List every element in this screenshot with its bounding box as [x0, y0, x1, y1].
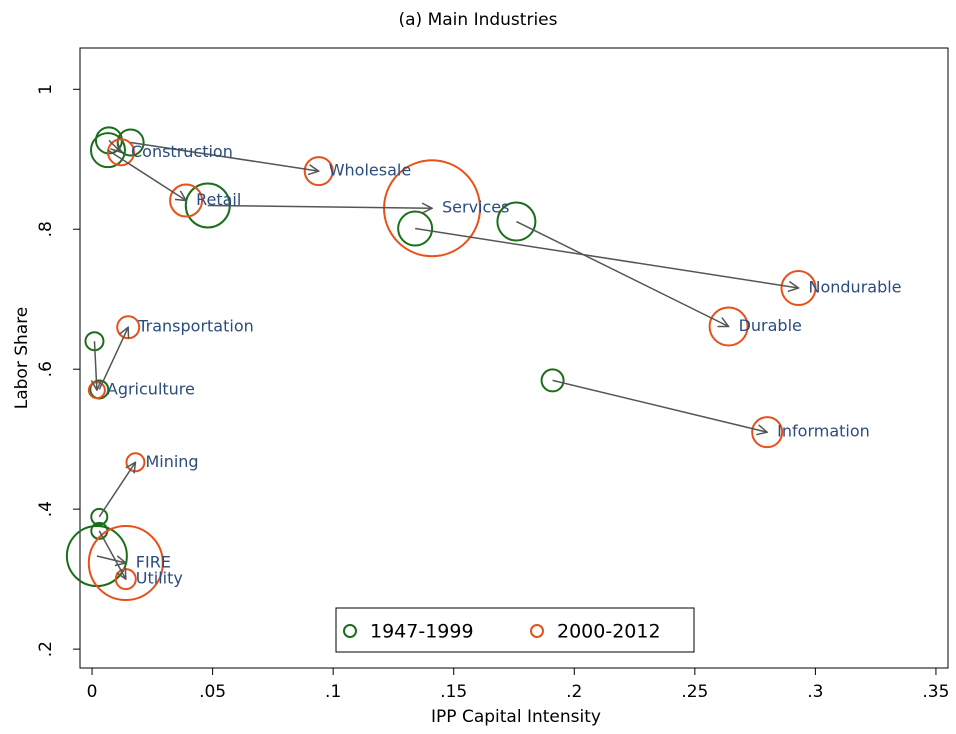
- arrow: [96, 556, 126, 563]
- arrow: [130, 141, 319, 171]
- bubble: [169, 183, 204, 218]
- legend-marker: [530, 624, 544, 638]
- bubble: [751, 416, 784, 449]
- bubble: [89, 132, 126, 169]
- arrow: [107, 149, 186, 200]
- point-label: Transportation: [137, 317, 254, 336]
- arrow: [415, 227, 798, 288]
- point-label: FIRE: [136, 553, 171, 572]
- bubble: [90, 507, 109, 526]
- x-tick-label: .05: [199, 682, 226, 702]
- arrow: [98, 327, 128, 390]
- x-tick-label: .2: [566, 682, 582, 702]
- arrow: [108, 139, 121, 152]
- point-label: Information: [777, 422, 870, 441]
- point-label: Nondurable: [809, 278, 902, 297]
- legend-marker: [343, 624, 357, 638]
- legend-box: [335, 607, 695, 653]
- y-tick-label: .4: [36, 501, 56, 517]
- point-label: Utility: [136, 569, 183, 588]
- point-label: Agriculture: [107, 380, 195, 399]
- chart-title: (a) Main Industries: [399, 10, 558, 30]
- bubble: [106, 138, 135, 167]
- arrow: [552, 379, 768, 432]
- y-tick-label: 1: [36, 84, 56, 95]
- arrow: [516, 220, 728, 327]
- x-tick-label: .1: [325, 682, 341, 702]
- point-label: Mining: [145, 452, 198, 471]
- x-tick-label: .25: [681, 682, 708, 702]
- bubble: [708, 306, 749, 347]
- arrow: [98, 530, 126, 579]
- point-label: Durable: [739, 316, 802, 335]
- x-tick-label: .15: [440, 682, 467, 702]
- point-label: Wholesale: [329, 161, 411, 180]
- point-label: Retail: [196, 190, 241, 209]
- bubble: [397, 210, 434, 247]
- y-axis-title: Labor Share: [12, 307, 32, 410]
- point-label: Construction: [131, 142, 233, 161]
- bubble: [496, 201, 537, 242]
- y-tick-label: .6: [36, 361, 56, 377]
- bubble: [303, 156, 334, 187]
- bubble: [780, 270, 817, 307]
- point-label: Services: [442, 198, 509, 217]
- legend-label: 2000-2012: [557, 621, 661, 643]
- y-tick-label: .8: [36, 221, 56, 237]
- y-tick-label: .2: [36, 641, 56, 657]
- bubble: [87, 525, 164, 602]
- plot-frame: [79, 47, 949, 669]
- arrow: [98, 462, 135, 518]
- legend-label: 1947-1999: [370, 621, 474, 643]
- x-tick-label: .3: [807, 682, 823, 702]
- arrow: [207, 205, 432, 208]
- arrow: [94, 341, 96, 390]
- x-tick-label: .35: [922, 682, 949, 702]
- x-axis-title: IPP Capital Intensity: [431, 707, 601, 727]
- x-tick-label: 0: [87, 682, 98, 702]
- bubble: [540, 368, 565, 393]
